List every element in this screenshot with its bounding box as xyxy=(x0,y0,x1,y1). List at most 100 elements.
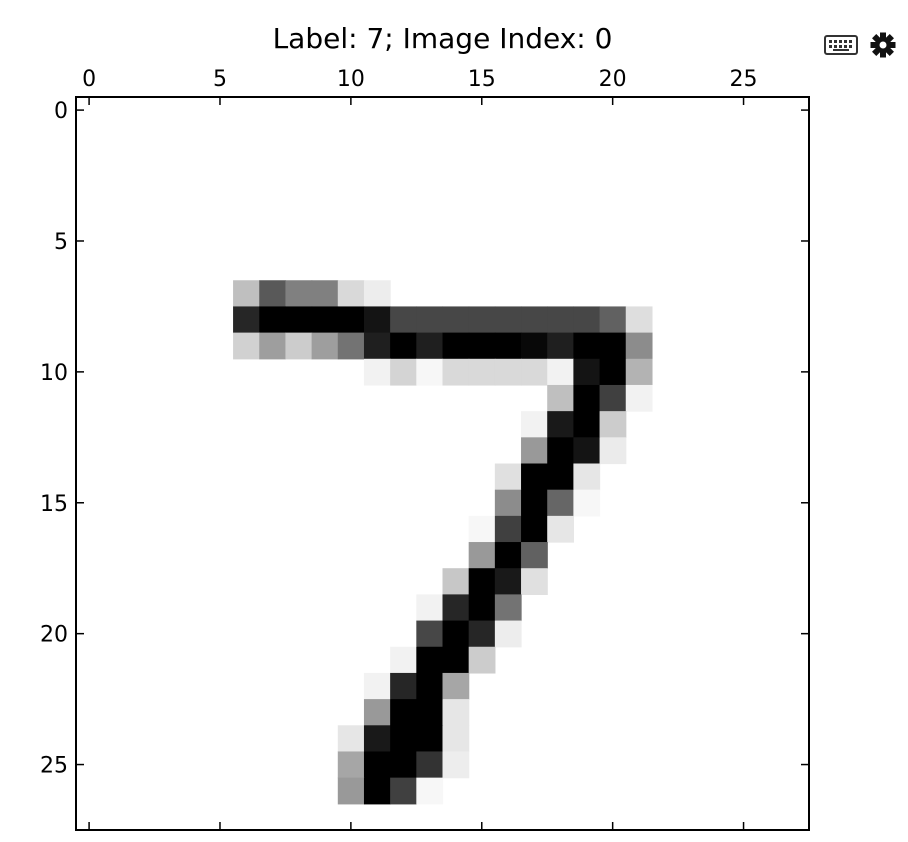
x-tick-label: 25 xyxy=(730,67,758,92)
heatmap-cell xyxy=(599,358,627,386)
heatmap-cell xyxy=(494,358,522,386)
heatmap-cell xyxy=(416,751,444,779)
heatmap-cell xyxy=(337,751,365,779)
figure-toolbar xyxy=(824,32,896,58)
y-tick-label: 15 xyxy=(40,492,68,517)
heatmap-cell xyxy=(363,751,391,779)
heatmap-cell xyxy=(311,306,339,334)
heatmap-cell xyxy=(363,358,391,386)
heatmap-cell xyxy=(259,306,287,334)
heatmap-cell xyxy=(468,358,496,386)
gear-icon[interactable] xyxy=(870,32,896,58)
heatmap-cell xyxy=(363,699,391,726)
heatmap-cell xyxy=(337,777,365,805)
plot-frame xyxy=(75,96,810,831)
heatmap-cell xyxy=(259,332,287,360)
heatmap-cell xyxy=(547,358,574,386)
heatmap-cell xyxy=(573,306,601,334)
heatmap-cell xyxy=(363,672,391,700)
heatmap-cell xyxy=(573,384,601,412)
heatmap-cell xyxy=(416,306,444,334)
heatmap-cell xyxy=(390,725,417,753)
heatmap-cell xyxy=(468,594,496,622)
keyboard-icon[interactable] xyxy=(824,35,858,55)
heatmap-cell xyxy=(625,332,653,360)
y-tick-label: 10 xyxy=(40,361,68,386)
heatmap-cell xyxy=(442,620,470,648)
heatmap-cell xyxy=(494,306,522,334)
heatmap-cell xyxy=(390,358,417,386)
x-tick-label: 15 xyxy=(468,67,496,92)
heatmap-cell xyxy=(442,568,470,595)
heatmap-cell xyxy=(547,332,574,360)
y-tick-label: 5 xyxy=(54,230,68,255)
y-tick-label: 0 xyxy=(54,99,68,124)
heatmap-cell xyxy=(285,280,313,308)
heatmap-cell xyxy=(625,358,653,386)
heatmap-cell xyxy=(468,542,496,569)
heatmap-cell xyxy=(573,358,601,386)
heatmap-cell xyxy=(390,332,417,360)
heatmap-cell xyxy=(416,620,444,648)
heatmap-cell xyxy=(337,306,365,334)
x-tick-label: 5 xyxy=(213,67,227,92)
heatmap-cell xyxy=(573,437,601,465)
heatmap-cell xyxy=(285,306,313,334)
heatmap-cell xyxy=(442,358,470,386)
heatmap-cell xyxy=(547,384,574,412)
heatmap-cell xyxy=(363,332,391,360)
heatmap-cell xyxy=(390,699,417,726)
x-tick-label: 0 xyxy=(82,67,96,92)
heatmap-cell xyxy=(521,463,548,491)
heatmap-cell xyxy=(468,646,496,674)
heatmap-cell xyxy=(521,489,548,517)
heatmap-cell xyxy=(494,332,522,360)
heatmap-cell xyxy=(547,411,574,438)
heatmap-cell xyxy=(337,725,365,753)
heatmap-cell xyxy=(363,280,391,308)
heatmap-cell xyxy=(599,437,627,465)
heatmap-cell xyxy=(390,672,417,700)
heatmap-cell xyxy=(259,280,287,308)
heatmap-cell xyxy=(363,306,391,334)
heatmap-cell xyxy=(442,751,470,779)
heatmap-cell xyxy=(337,280,365,308)
heatmap-cell xyxy=(233,306,260,334)
heatmap-cell xyxy=(573,489,601,517)
chart-title: Label: 7; Image Index: 0 xyxy=(272,22,613,55)
heatmap-cell xyxy=(494,463,522,491)
heatmap-cell xyxy=(468,620,496,648)
heatmap-cell xyxy=(494,594,522,622)
heatmap-cell xyxy=(494,542,522,569)
pixel-grid xyxy=(233,280,653,805)
heatmap-cell xyxy=(547,437,574,465)
heatmap-cell xyxy=(285,332,313,360)
heatmap-cell xyxy=(390,306,417,334)
heatmap-cell xyxy=(416,672,444,700)
heatmap-cell xyxy=(390,777,417,805)
heatmap-cell xyxy=(363,777,391,805)
heatmap-cell xyxy=(547,463,574,491)
heatmap-cell xyxy=(442,332,470,360)
heatmap-cell xyxy=(416,332,444,360)
heatmap-cell xyxy=(468,515,496,543)
heatmap-cell xyxy=(468,306,496,334)
heatmap-cell xyxy=(416,646,444,674)
heatmap-cell xyxy=(416,594,444,622)
heatmap-cell xyxy=(416,358,444,386)
heatmap-cell xyxy=(599,306,627,334)
y-tick-label: 25 xyxy=(40,754,68,779)
heatmap-cell xyxy=(573,332,601,360)
heatmap-cell xyxy=(521,568,548,595)
heatmap-cell xyxy=(494,515,522,543)
heatmap-cell xyxy=(573,411,601,438)
heatmap-cell xyxy=(442,594,470,622)
heatmap-cell xyxy=(599,384,627,412)
heatmap-cell xyxy=(416,777,444,805)
heatmap-cell xyxy=(363,725,391,753)
heatmap-cell xyxy=(390,646,417,674)
heatmap-cell xyxy=(442,699,470,726)
heatmap-cell xyxy=(233,332,260,360)
heatmap-cell xyxy=(442,725,470,753)
heatmap-cell xyxy=(494,620,522,648)
